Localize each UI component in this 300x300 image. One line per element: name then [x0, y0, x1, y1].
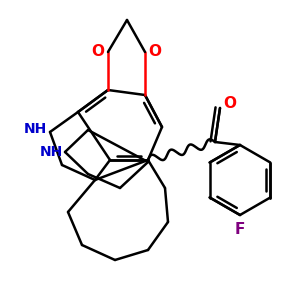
Text: O: O	[224, 97, 236, 112]
Text: O: O	[92, 44, 104, 59]
Text: O: O	[148, 44, 161, 59]
Text: NH: NH	[39, 145, 63, 159]
Text: F: F	[235, 221, 245, 236]
Text: NH: NH	[23, 122, 46, 136]
